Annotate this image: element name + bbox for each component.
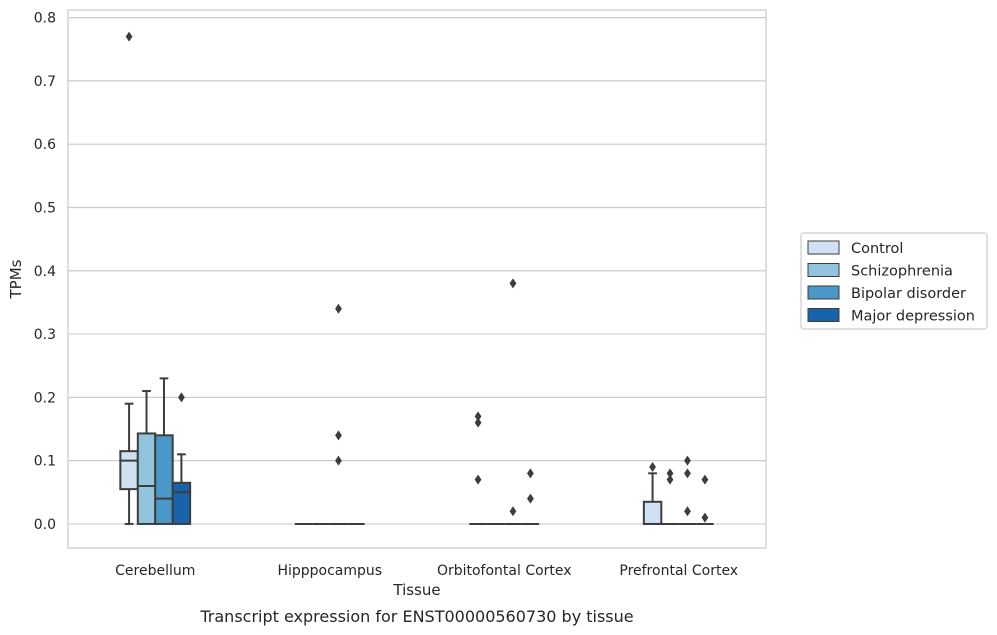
- legend-swatch: [807, 263, 840, 277]
- legend-swatch: [807, 285, 840, 300]
- outlier-point: [701, 474, 709, 485]
- y-tick-label: 0.7: [34, 74, 56, 90]
- x-axis-title: Tissue: [392, 581, 440, 599]
- legend: Control Schizophrenia Bipolar disorder Majo…: [800, 232, 988, 330]
- legend-label: Control: [851, 241, 903, 257]
- chart-caption: Transcript expression for ENST0000056073…: [199, 607, 633, 626]
- y-tick-label: 0.1: [34, 454, 56, 470]
- box: [504, 278, 522, 525]
- outlier-point: [527, 468, 534, 479]
- legend-label: Bipolar disorder: [851, 286, 966, 302]
- y-tick-label: 0.5: [34, 200, 56, 216]
- box: [642, 461, 663, 525]
- outlier-point: [701, 512, 709, 523]
- legend-frame: [800, 232, 988, 330]
- outlier-point: [335, 430, 342, 441]
- outlier-point: [474, 411, 482, 422]
- legend-label: Major depression: [851, 309, 975, 325]
- box-body: [154, 434, 174, 525]
- box-body: [136, 432, 157, 525]
- outlier-point: [474, 417, 482, 428]
- y-tick-label: 0.3: [34, 327, 56, 343]
- x-tick-label: Cerebellum: [115, 563, 195, 579]
- legend-item: Schizophrenia: [807, 263, 953, 280]
- box: [521, 468, 540, 525]
- x-tick-label: Hipppocampus: [277, 563, 382, 579]
- x-tick-label: Orbitofontal Cortex: [437, 563, 572, 579]
- series-control: [119, 31, 663, 525]
- box: [696, 474, 714, 525]
- outlier-point: [684, 468, 691, 479]
- box: [136, 390, 157, 525]
- legend-swatch: [807, 308, 840, 322]
- series-schizophrenia: [136, 390, 679, 525]
- legend-swatch: [807, 240, 840, 255]
- outlier-point: [509, 278, 517, 289]
- legend-label: Schizophrenia: [851, 264, 953, 280]
- series-major-depression: [171, 392, 714, 525]
- y-tick-label: 0.6: [34, 137, 56, 153]
- outlier-point: [474, 474, 482, 485]
- outlier-point: [335, 455, 342, 466]
- box: [119, 31, 139, 525]
- legend-item: Control: [807, 240, 903, 257]
- box-body: [642, 500, 663, 525]
- outlier-point: [178, 392, 185, 403]
- box-body: [171, 481, 192, 525]
- y-axis-title: TPMs: [7, 259, 25, 299]
- box: [154, 377, 174, 525]
- legend-item: Major depression: [807, 308, 975, 325]
- legend-item: Bipolar disorder: [807, 285, 966, 302]
- x-tick-label: Prefrontal Cortex: [619, 563, 738, 579]
- box: [171, 392, 192, 525]
- outlier-point: [527, 493, 534, 504]
- box-body: [119, 450, 139, 491]
- y-tick-label: 0.4: [34, 264, 56, 280]
- plot-area-frame: [67, 9, 767, 549]
- box: [678, 455, 697, 525]
- box-groups: [119, 31, 714, 525]
- y-tick-label: 0.0: [34, 517, 56, 533]
- outlier-point: [666, 468, 674, 479]
- box: [661, 468, 679, 525]
- box: [329, 303, 348, 525]
- series-bipolar-disorder: [154, 278, 697, 525]
- y-tick-label: 0.2: [34, 390, 56, 406]
- y-axis-ticks: 0.0 0.1 0.2 0.3 0.4 0.5 0.6 0.7 0.8: [34, 11, 56, 533]
- outlier-point: [649, 461, 656, 472]
- outlier-point: [125, 31, 133, 42]
- box: [469, 411, 487, 525]
- outlier-point: [335, 303, 342, 314]
- outlier-point: [509, 506, 517, 517]
- outlier-point: [684, 506, 691, 517]
- x-axis-ticks: Cerebellum Hipppocampus Orbitofontal Corte…: [115, 563, 738, 579]
- outlier-point: [666, 474, 674, 485]
- y-tick-label: 0.8: [34, 11, 56, 27]
- outlier-point: [684, 455, 691, 466]
